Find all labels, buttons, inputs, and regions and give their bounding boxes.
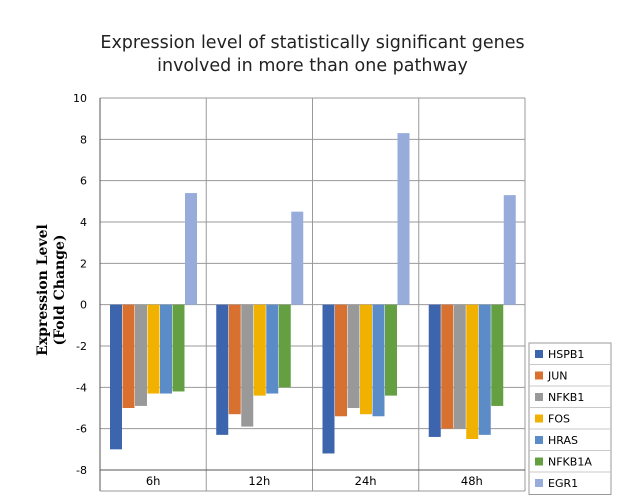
y-tick-labels: -8 -6 -4 -2 0 2 4 6 8 10 — [73, 92, 87, 477]
bar-hspb1-12h — [216, 304, 229, 435]
y-tick-label: 2 — [80, 257, 87, 270]
bar-egr1-48h — [503, 195, 516, 305]
chart-title-line-1: Expression level of statistically signif… — [100, 33, 525, 53]
y-tick-label: 0 — [80, 299, 87, 312]
legend-swatch-fos — [535, 414, 543, 423]
legend-label-egr1: EGR1 — [548, 477, 578, 490]
legend-label-nfkb1a: NFKB1A — [548, 456, 592, 469]
bar-egr1-12h — [291, 211, 304, 305]
y-tick-label: 6 — [80, 175, 87, 188]
bar-hras-12h — [266, 304, 279, 394]
legend-label-nfkb1: NFKB1 — [548, 391, 584, 404]
y-axis-title: Expression Level (Fold Change) — [35, 224, 68, 356]
bar-hras-48h — [478, 304, 491, 435]
legend-label-jun: JUN — [547, 370, 568, 383]
bar-jun-6h — [122, 304, 135, 408]
y-tick-label: 10 — [73, 92, 87, 105]
category-labels: 6h 12h 24h 48h — [146, 474, 483, 488]
x-tick-label: 6h — [146, 474, 161, 488]
bar-egr1-6h — [185, 193, 197, 305]
bar-hras-6h — [160, 304, 172, 394]
bar-fos-6h — [147, 304, 160, 394]
x-tick-label: 48h — [461, 474, 483, 488]
bar-nfkb1-48h — [453, 304, 466, 429]
y-tick-label: -4 — [76, 381, 87, 394]
y-tick-label: 4 — [80, 216, 87, 229]
legend-label-fos: FOS — [548, 413, 570, 426]
y-tick-label: -2 — [76, 340, 87, 353]
y-tick-label: 8 — [80, 133, 87, 146]
chart-title: Expression level of statistically signif… — [0, 32, 625, 78]
bar-jun-24h — [335, 304, 347, 417]
legend-swatch-hspb1 — [535, 350, 543, 358]
legend-swatch-hras — [535, 436, 543, 444]
bar-jun-48h — [441, 304, 454, 429]
bar-hspb1-48h — [428, 304, 441, 437]
y-axis-title-line-2: (Fold Change) — [52, 234, 68, 345]
bar-hspb1-6h — [110, 304, 122, 450]
bar-hras-24h — [372, 304, 385, 417]
bar-fos-24h — [360, 304, 372, 415]
y-tick-label: -6 — [76, 423, 87, 436]
legend-swatch-nfkb1a — [535, 457, 543, 466]
y-tick-label: -8 — [76, 464, 87, 477]
bar-nfkb1-12h — [241, 304, 254, 427]
bar-nfkb1a-12h — [278, 304, 291, 388]
x-tick-label: 12h — [248, 474, 270, 488]
chart-title-line-2: involved in more than one pathway — [157, 56, 468, 76]
legend-swatch-nfkb1 — [535, 393, 543, 401]
legend-label-hspb1: HSPB1 — [548, 348, 584, 361]
bar-nfkb1-6h — [135, 304, 147, 406]
x-tick-label: 24h — [355, 474, 377, 488]
bars — [110, 133, 516, 454]
bar-egr1-24h — [397, 133, 410, 305]
axes — [99, 98, 525, 492]
bar-nfkb1-24h — [347, 304, 360, 408]
legend: HSPB1 JUN NFKB1 FOS HRAS NFKB1A EGR1 — [528, 342, 612, 495]
bar-nfkb1a-48h — [491, 304, 504, 406]
bar-jun-12h — [228, 304, 241, 415]
y-axis-title-line-1: Expression Level — [35, 224, 51, 356]
bar-nfkb1a-24h — [385, 304, 397, 396]
bar-fos-48h — [466, 304, 479, 439]
bar-fos-12h — [253, 304, 266, 396]
legend-label-hras: HRAS — [548, 434, 578, 447]
legend-swatch-egr1 — [535, 479, 543, 487]
bar-nfkb1a-6h — [172, 304, 185, 392]
legend-swatch-jun — [535, 371, 543, 380]
bar-hspb1-24h — [322, 304, 335, 454]
grid-lines — [99, 97, 526, 491]
